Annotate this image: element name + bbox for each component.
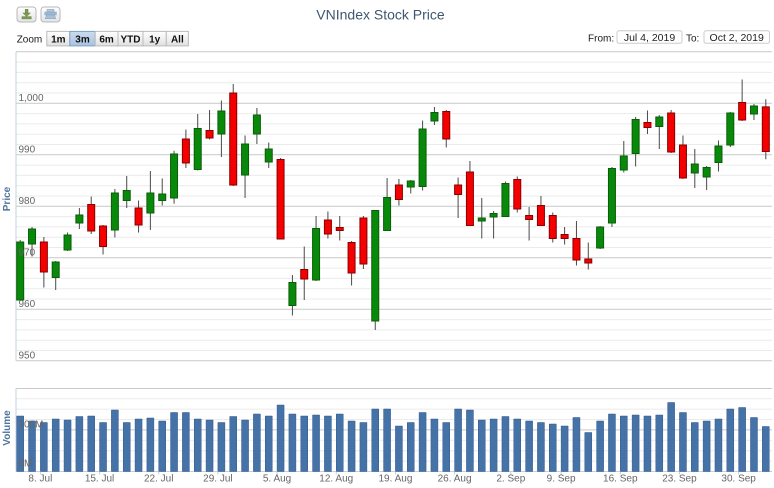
svg-text:980: 980 <box>19 196 36 207</box>
svg-text:950: 950 <box>19 350 36 361</box>
svg-text:990: 990 <box>19 144 36 155</box>
svg-text:29. Jul: 29. Jul <box>203 474 232 485</box>
svg-text:All: All <box>171 34 184 45</box>
svg-text:YTD: YTD <box>121 34 141 45</box>
svg-text:22. Jul: 22. Jul <box>144 474 173 485</box>
svg-text:9. Sep: 9. Sep <box>547 474 576 485</box>
svg-text:Price: Price <box>2 186 13 211</box>
svg-text:Oct 2, 2019: Oct 2, 2019 <box>710 32 764 44</box>
svg-text:3m: 3m <box>75 34 90 45</box>
svg-text:16. Sep: 16. Sep <box>603 474 638 485</box>
svg-text:5. Aug: 5. Aug <box>263 474 291 485</box>
svg-text:VNIndex Stock Price: VNIndex Stock Price <box>316 7 445 23</box>
svg-text:To:: To: <box>686 34 699 45</box>
svg-text:1,000: 1,000 <box>19 93 44 104</box>
svg-text:1y: 1y <box>149 34 161 45</box>
svg-text:960: 960 <box>19 299 36 310</box>
svg-text:1m: 1m <box>51 34 66 45</box>
svg-text:From:: From: <box>588 34 614 45</box>
svg-text:970: 970 <box>19 247 36 258</box>
svg-text:23. Sep: 23. Sep <box>662 474 697 485</box>
svg-text:Zoom: Zoom <box>17 34 43 45</box>
svg-text:12. Aug: 12. Aug <box>319 474 353 485</box>
svg-text:Jul 4, 2019: Jul 4, 2019 <box>624 32 676 44</box>
svg-text:100M: 100M <box>19 419 44 430</box>
svg-text:0M: 0M <box>19 459 33 470</box>
svg-text:30. Sep: 30. Sep <box>721 474 756 485</box>
svg-text:15. Jul: 15. Jul <box>85 474 114 485</box>
svg-text:6m: 6m <box>99 34 114 45</box>
svg-text:2. Sep: 2. Sep <box>496 474 525 485</box>
svg-text:8. Jul: 8. Jul <box>28 474 52 485</box>
svg-text:19. Aug: 19. Aug <box>378 474 412 485</box>
svg-text:Volume: Volume <box>2 410 13 446</box>
svg-text:26. Aug: 26. Aug <box>438 474 472 485</box>
